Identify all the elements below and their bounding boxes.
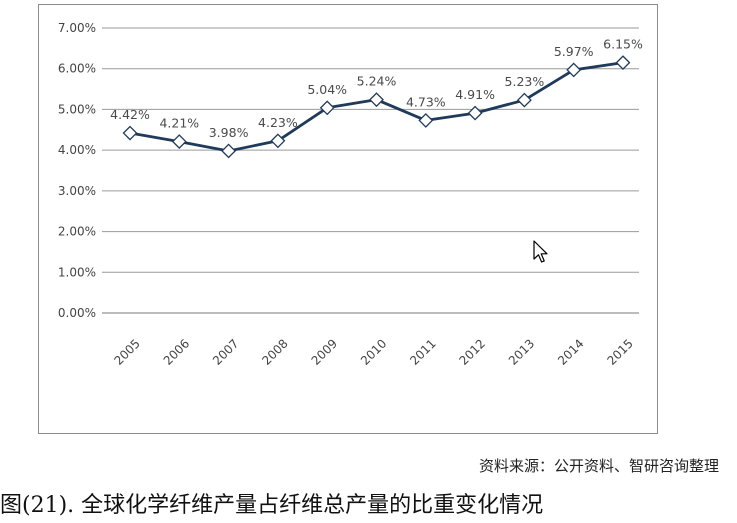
data-label: 3.98% <box>209 125 249 140</box>
y-tick-label: 7.00% <box>58 21 96 35</box>
line-chart: 0.00% 1.00% 2.00% 3.00% 4.00% 5.00% 6.00% 7.00%… <box>58 21 643 368</box>
chart-frame: 0.00% 1.00% 2.00% 3.00% 4.00% 5.00% 6.00% 7.00%… <box>38 4 658 434</box>
gridlines <box>102 27 639 314</box>
data-point-marker <box>270 133 286 149</box>
x-tick-label: 2005 <box>111 336 142 367</box>
x-tick-label: 2009 <box>309 336 340 367</box>
series <box>122 55 631 159</box>
data-label: 5.23% <box>505 74 545 89</box>
y-tick-label: 1.00% <box>58 265 96 279</box>
x-tick-label: 2015 <box>604 336 635 367</box>
data-labels: 4.42% 4.21% 3.98% 4.23% 5.04% 5.24% 4.73% 4.91%… <box>110 37 643 140</box>
y-tick-label: 6.00% <box>58 62 96 76</box>
figure-caption: 图(21). 全球化学纤维产量占纤维总产量的比重变化情况 <box>0 493 544 518</box>
data-point-marker <box>418 113 434 128</box>
data-point-marker <box>221 143 237 159</box>
y-tick-label: 5.00% <box>58 102 96 116</box>
y-tick-label: 0.00% <box>58 306 96 320</box>
data-point-marker <box>122 125 138 141</box>
data-label: 4.21% <box>159 116 199 131</box>
mouse-pointer-icon <box>533 240 548 263</box>
data-point-marker <box>516 92 532 108</box>
x-tick-label: 2010 <box>358 336 389 367</box>
x-tick-label: 2012 <box>457 336 488 367</box>
source-note: 资料来源：公开资料、智研咨询整理 <box>478 457 719 475</box>
data-point-marker <box>467 105 483 121</box>
x-tick-label: 2007 <box>210 336 241 367</box>
data-label: 5.04% <box>307 82 347 97</box>
y-tick-label: 4.00% <box>58 143 96 157</box>
data-point-marker <box>319 100 335 116</box>
x-tick-label: 2011 <box>407 336 438 367</box>
data-label: 4.73% <box>406 94 446 109</box>
x-tick-label: 2013 <box>506 336 537 367</box>
data-point-marker <box>171 134 187 150</box>
data-label: 4.91% <box>455 87 495 102</box>
y-axis-ticks: 0.00% 1.00% 2.00% 3.00% 4.00% 5.00% 6.00% 7.00% <box>58 21 96 320</box>
x-axis-ticks: 2005 2006 2007 2008 2009 2010 2011 2012 2013 2014… <box>111 336 635 367</box>
x-tick-label: 2006 <box>161 336 192 367</box>
x-tick-label: 2008 <box>259 336 290 367</box>
data-point-marker <box>615 55 631 71</box>
data-label: 4.23% <box>258 115 298 130</box>
data-label: 5.24% <box>357 74 397 89</box>
data-point-marker <box>566 62 582 78</box>
data-point-marker <box>369 92 384 108</box>
data-label: 6.15% <box>603 37 643 52</box>
y-tick-label: 3.00% <box>58 184 96 198</box>
x-tick-label: 2014 <box>555 336 586 367</box>
data-label: 4.42% <box>110 107 150 122</box>
data-label: 5.97% <box>554 44 594 59</box>
y-tick-label: 2.00% <box>58 225 96 239</box>
